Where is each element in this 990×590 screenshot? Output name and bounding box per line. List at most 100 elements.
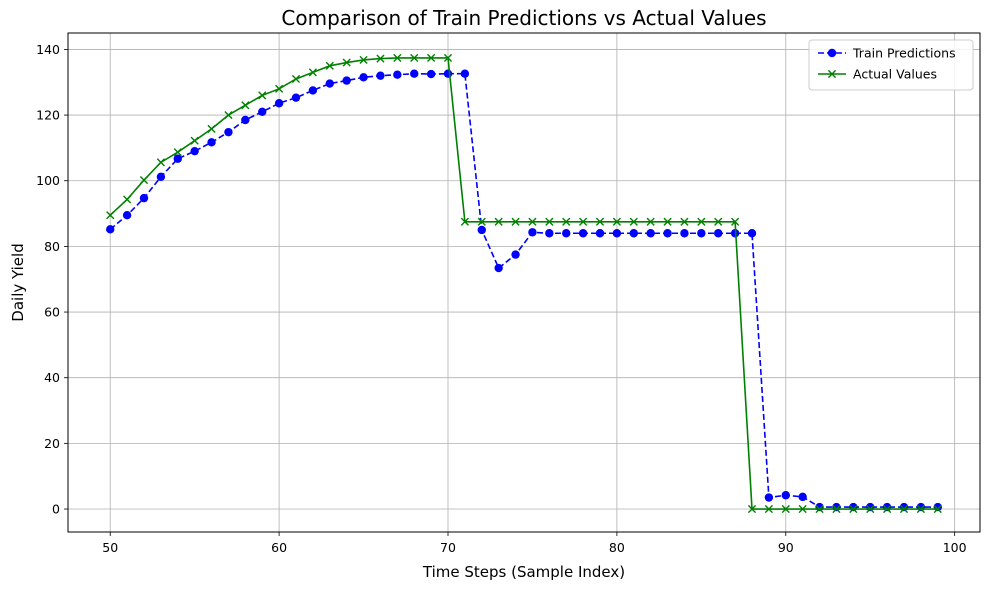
data-point (241, 101, 250, 110)
data-point (494, 263, 503, 273)
data-point (393, 70, 402, 79)
data-point (764, 493, 774, 502)
data-point (258, 107, 267, 116)
data-point (224, 127, 233, 137)
legend: Train Predictions Actual Values (808, 39, 974, 91)
x-tick-label: 90 (778, 540, 794, 555)
y-tick-label: 100 (36, 173, 60, 188)
x-tick-label: 80 (609, 540, 625, 555)
x-tick-label: 50 (102, 540, 118, 555)
series-line (109, 57, 938, 510)
data-point (325, 79, 334, 88)
data-point (528, 228, 537, 237)
data-point (629, 217, 638, 226)
data-point (325, 61, 334, 70)
data-point (747, 504, 757, 514)
data-point (359, 55, 368, 65)
data-point (697, 229, 706, 238)
data-point (595, 217, 605, 226)
data-point (815, 504, 824, 514)
x-tick-label: 60 (271, 540, 287, 555)
x-tick-label: 100 (943, 540, 967, 555)
data-point (798, 492, 807, 502)
data-point (663, 229, 672, 238)
y-tick-label: 0 (52, 502, 60, 517)
data-point (562, 217, 571, 226)
data-point (477, 225, 486, 235)
data-point (612, 217, 621, 226)
data-point (139, 175, 149, 185)
data-point (207, 124, 216, 133)
legend-marker (827, 69, 837, 79)
data-point (883, 504, 892, 514)
data-point (274, 99, 284, 108)
grid-lines (68, 33, 980, 532)
data-point (410, 69, 419, 78)
data-point (511, 250, 520, 259)
data-point (443, 53, 453, 63)
data-point (123, 195, 132, 204)
data-point (207, 138, 216, 147)
data-point (477, 217, 486, 226)
data-point (460, 217, 469, 226)
data-point (697, 217, 706, 226)
data-point (629, 229, 638, 238)
data-point (899, 504, 909, 514)
data-point (832, 504, 841, 514)
data-point (122, 211, 132, 220)
data-point (359, 73, 368, 82)
data-point (933, 504, 942, 514)
data-point (443, 69, 453, 78)
data-point (714, 217, 723, 226)
data-point (849, 504, 858, 514)
y-tick-label: 40 (44, 370, 60, 385)
data-point (731, 217, 740, 226)
data-point (494, 217, 503, 226)
data-point (291, 93, 301, 102)
x-axis-label: Time Steps (Sample Index) (422, 563, 625, 581)
data-point (275, 84, 284, 93)
data-point (376, 71, 385, 80)
data-point (866, 504, 875, 514)
data-point (308, 68, 317, 77)
data-point (106, 211, 115, 220)
series-2 (106, 53, 942, 514)
data-point (680, 217, 689, 226)
data-point (291, 74, 301, 84)
data-point (511, 217, 520, 226)
y-tick-label: 80 (44, 239, 60, 254)
data-point (241, 115, 250, 125)
data-point (781, 491, 790, 500)
legend-label: Train Predictions (852, 46, 956, 61)
data-point (747, 229, 757, 238)
data-point (663, 217, 672, 226)
data-point (258, 91, 267, 100)
data-point (342, 58, 351, 67)
data-point (426, 69, 436, 79)
data-point (528, 217, 537, 226)
data-point (781, 504, 790, 514)
legend-marker (827, 48, 837, 58)
legend-box (808, 39, 974, 91)
y-tick-label: 120 (36, 108, 60, 123)
data-point (410, 53, 419, 63)
data-point (714, 229, 723, 238)
x-tick-label: 70 (440, 540, 456, 555)
data-point (916, 504, 925, 514)
data-point (173, 154, 182, 163)
data-point (579, 217, 588, 226)
y-tick-label: 20 (44, 436, 60, 451)
data-point (224, 110, 233, 120)
data-point (612, 229, 622, 238)
series-layer (106, 53, 942, 514)
plot-frame (67, 32, 981, 533)
data-point (156, 172, 166, 181)
data-point (646, 217, 655, 226)
data-point (680, 229, 689, 238)
data-point (106, 225, 115, 234)
y-tick-label: 140 (36, 42, 60, 57)
data-point (342, 76, 351, 85)
data-point (578, 229, 588, 238)
